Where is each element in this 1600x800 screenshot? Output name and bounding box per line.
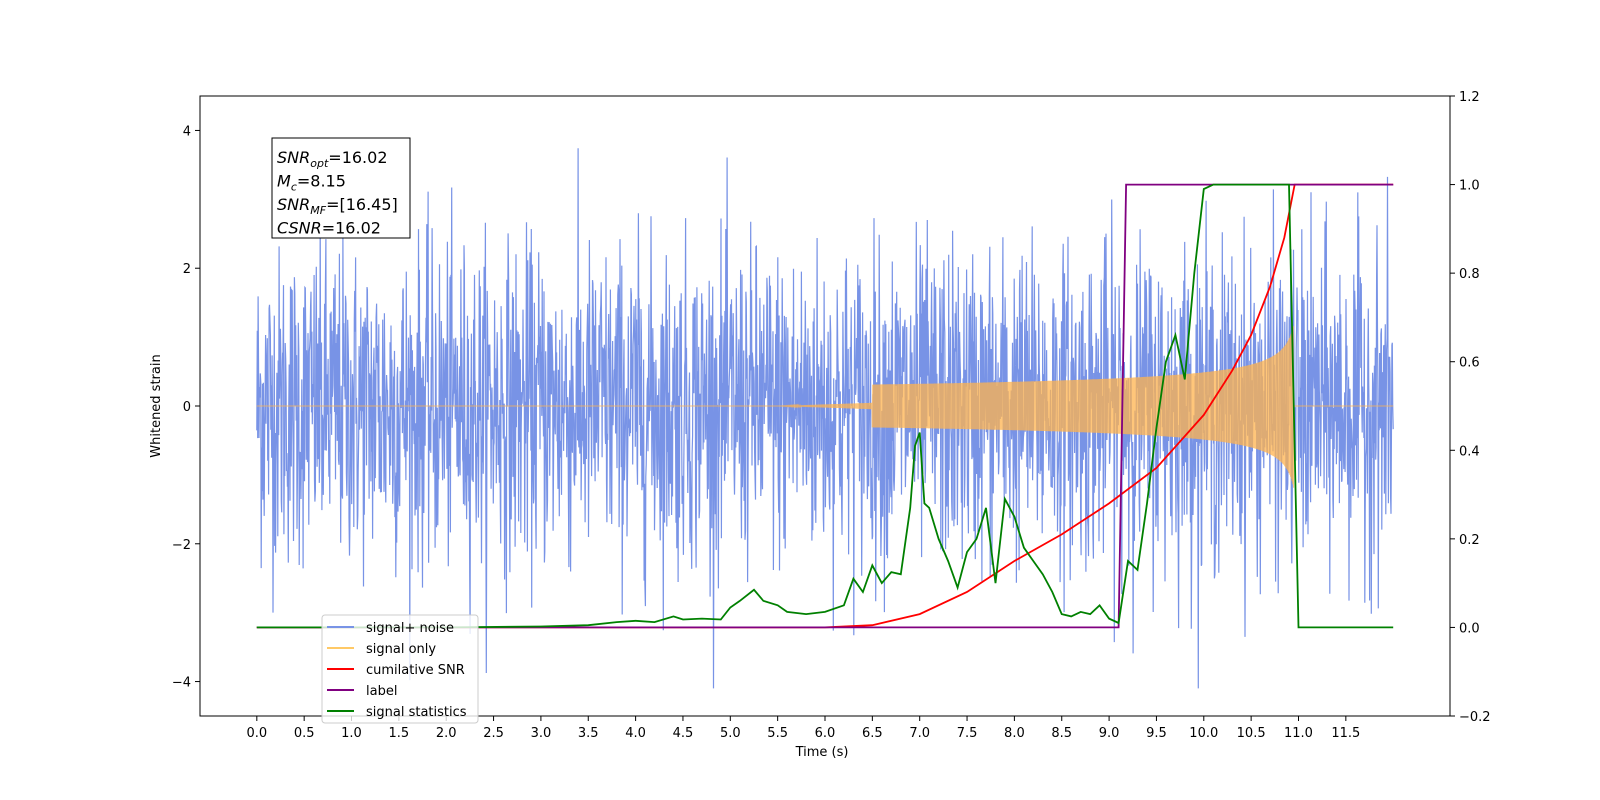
signal-statistics-line: [256, 183, 1394, 629]
x-tick-label: 9.0: [1099, 726, 1120, 741]
annotation-frame: [271, 137, 411, 239]
legend-entry: signal+ noise: [366, 621, 454, 636]
y2-tick-label: 1.2: [1459, 90, 1480, 105]
y-tick-label: 0: [183, 400, 191, 415]
x-tick-label: 6.5: [862, 726, 883, 741]
legend-entry: label: [366, 684, 397, 699]
chart-marks: [256, 148, 1394, 689]
x-tick-label: 1.5: [389, 726, 410, 741]
x-tick-label: 10.5: [1237, 726, 1266, 741]
x-tick-label: 2.0: [436, 726, 457, 741]
legend-frame: [321, 614, 479, 724]
signal-only-line: [256, 326, 1394, 488]
annotation-line: SNRopt=16.02: [277, 148, 388, 170]
x-tick-label: 10.0: [1189, 726, 1218, 741]
x-tick-label: 8.0: [1004, 726, 1025, 741]
x-axis-label: Time (s): [795, 745, 849, 760]
x-tick-label: 3.5: [578, 726, 599, 741]
y-axis-right: −0.2 0.0 0.2 0.4 0.6 0.8 1.0 1.2: [1450, 90, 1491, 725]
x-tick-label: 7.5: [957, 726, 978, 741]
y2-tick-label: 0.4: [1459, 444, 1480, 459]
x-tick-label: 4.0: [625, 726, 646, 741]
y2-tick-label: 0.0: [1459, 621, 1480, 636]
y-tick-label: 4: [183, 124, 191, 139]
x-tick-label: 1.0: [341, 726, 362, 741]
y-axis-left: −4 −2 0 2 4: [172, 124, 200, 691]
y2-tick-label: 0.2: [1459, 533, 1480, 548]
legend: signal+ noise signal only cumilative SNR la…: [321, 614, 479, 724]
x-tick-label: 9.5: [1146, 726, 1167, 741]
y2-tick-label: 0.6: [1459, 356, 1480, 371]
y-tick-label: −2: [172, 538, 191, 553]
legend-entry: cumilative SNR: [366, 663, 465, 678]
y2-tick-label: −0.2: [1459, 710, 1491, 725]
annotation-line: Mc=8.15: [277, 172, 346, 194]
y-tick-label: 2: [183, 262, 191, 277]
annotation-line: CSNR=16.02: [277, 219, 381, 238]
annotation-line: SNRMF=[16.45]: [277, 195, 398, 217]
x-tick-label: 8.5: [1051, 726, 1072, 741]
legend-entry: signal statistics: [366, 705, 467, 720]
x-tick-label: 11.0: [1284, 726, 1313, 741]
x-tick-label: 7.0: [909, 726, 930, 741]
x-tick-label: 2.5: [483, 726, 504, 741]
y2-tick-label: 1.0: [1459, 179, 1480, 194]
y-axis-label: Whitened strain: [149, 354, 164, 457]
cumilative-snr-line: [256, 183, 1394, 629]
x-tick-label: 6.0: [815, 726, 836, 741]
x-tick-label: 0.0: [246, 726, 267, 741]
y2-tick-label: 0.8: [1459, 267, 1480, 282]
x-tick-label: 11.5: [1331, 726, 1360, 741]
x-tick-label: 4.5: [673, 726, 694, 741]
y-tick-label: −4: [172, 676, 191, 691]
x-tick-label: 5.0: [720, 726, 741, 741]
x-tick-label: 0.5: [294, 726, 315, 741]
x-axis: 0.0 0.5 1.0 1.5 2.0 2.5 3.0 3.5 4.0 4.5 5.0 5.5 6.0 6…: [246, 716, 1360, 741]
x-tick-label: 3.0: [531, 726, 552, 741]
legend-entry: signal only: [366, 642, 436, 657]
x-tick-label: 5.5: [767, 726, 788, 741]
label-line: [256, 183, 1394, 629]
